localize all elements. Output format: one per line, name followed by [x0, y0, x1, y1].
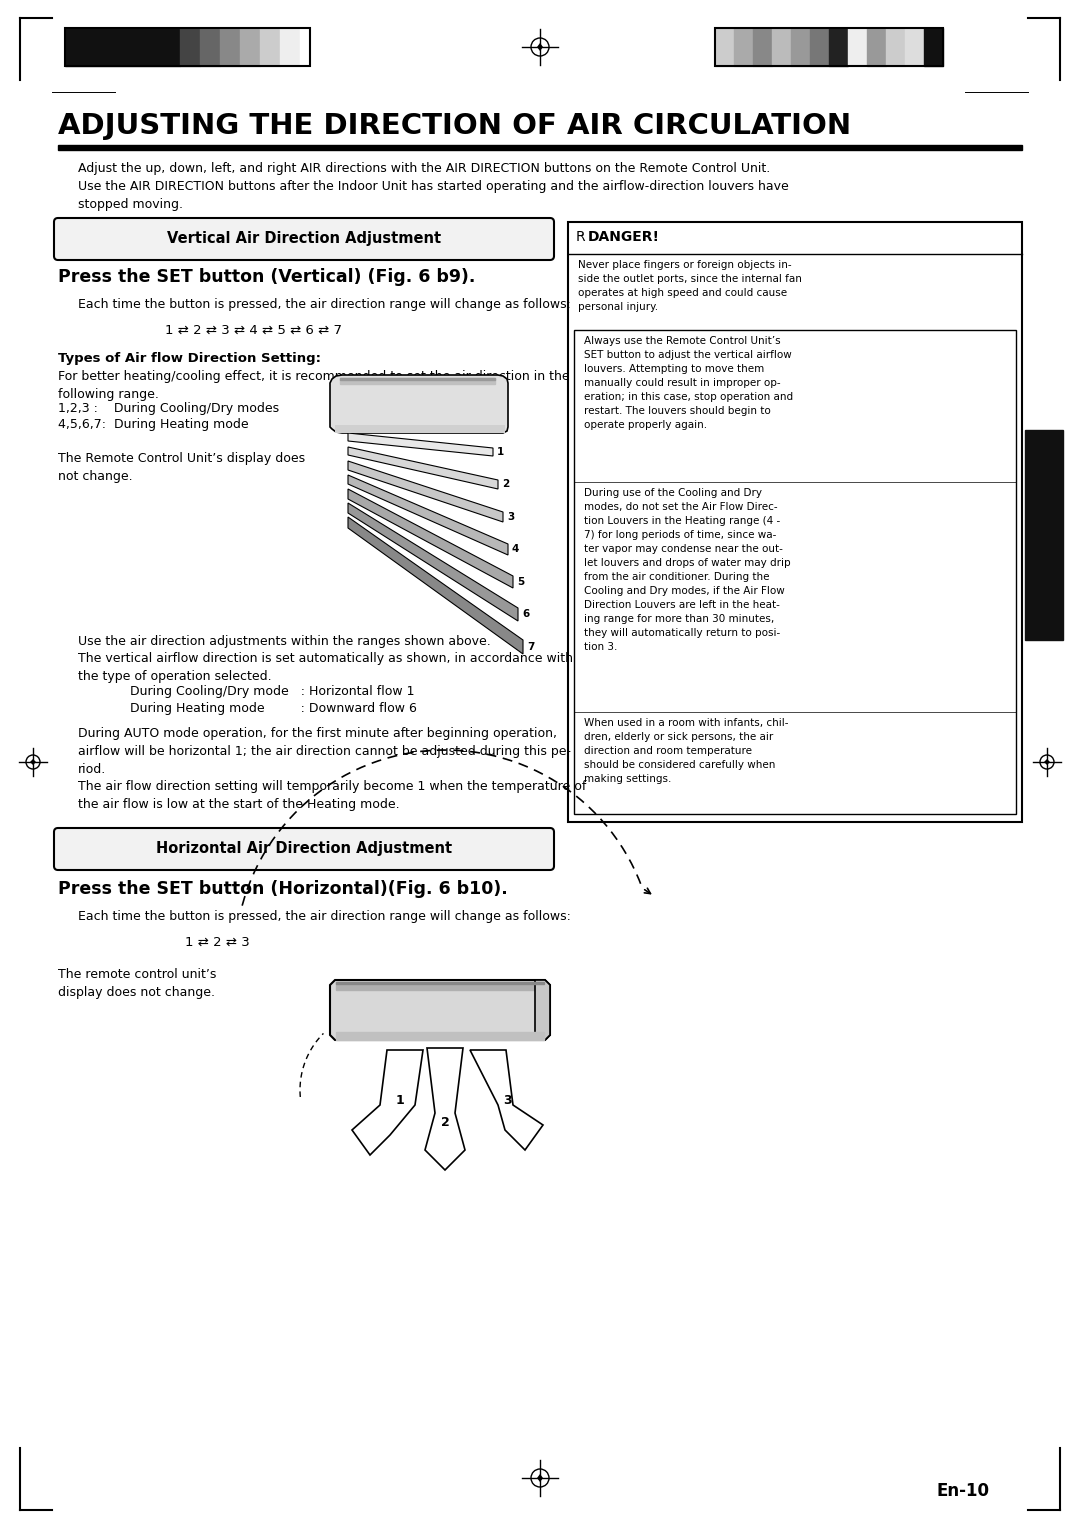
Text: Horizontal Air Direction Adjustment: Horizontal Air Direction Adjustment: [156, 842, 453, 857]
Bar: [715, 28, 943, 66]
Bar: [340, 377, 495, 384]
Bar: [200, 28, 220, 66]
Bar: [220, 28, 240, 66]
Bar: [791, 28, 810, 66]
Bar: [336, 1031, 544, 1041]
Polygon shape: [1044, 759, 1050, 766]
Text: 7: 7: [527, 642, 535, 652]
Text: 1 ⇄ 2 ⇄ 3: 1 ⇄ 2 ⇄ 3: [185, 937, 249, 949]
Polygon shape: [537, 43, 543, 50]
Bar: [240, 28, 260, 66]
FancyBboxPatch shape: [54, 219, 554, 260]
Text: Press the SET button (Vertical) (Fig. 6 b9).: Press the SET button (Vertical) (Fig. 6 …: [58, 267, 475, 286]
Bar: [180, 28, 200, 66]
Polygon shape: [470, 1050, 543, 1151]
Text: R: R: [576, 231, 585, 244]
Text: 4: 4: [512, 544, 519, 555]
Text: 1: 1: [395, 1094, 404, 1106]
Polygon shape: [330, 374, 508, 432]
Bar: [300, 28, 310, 66]
Bar: [905, 28, 924, 66]
Text: The remote control unit’s
display does not change.: The remote control unit’s display does n…: [58, 969, 216, 999]
Polygon shape: [348, 503, 518, 620]
Polygon shape: [426, 1048, 465, 1170]
Bar: [886, 28, 905, 66]
Text: 1 ⇄ 2 ⇄ 3 ⇄ 4 ⇄ 5 ⇄ 6 ⇄ 7: 1 ⇄ 2 ⇄ 3 ⇄ 4 ⇄ 5 ⇄ 6 ⇄ 7: [165, 324, 342, 338]
Text: The air flow direction setting will temporarily become 1 when the temperature of: The air flow direction setting will temp…: [78, 779, 586, 811]
Bar: [772, 28, 791, 66]
Bar: [848, 28, 867, 66]
Polygon shape: [348, 475, 508, 555]
Text: During use of the Cooling and Dry
modes, do not set the Air Flow Direc-
tion Lou: During use of the Cooling and Dry modes,…: [584, 487, 791, 652]
Text: 3: 3: [503, 1094, 512, 1106]
Text: The vertical airflow direction is set automatically as shown, in accordance with: The vertical airflow direction is set au…: [78, 652, 573, 683]
Bar: [335, 425, 505, 432]
FancyBboxPatch shape: [54, 828, 554, 869]
Polygon shape: [348, 489, 513, 588]
Bar: [336, 983, 544, 984]
Bar: [924, 28, 943, 66]
Bar: [829, 28, 848, 66]
Text: En-10: En-10: [937, 1482, 990, 1500]
Text: ADJUSTING THE DIRECTION OF AIR CIRCULATION: ADJUSTING THE DIRECTION OF AIR CIRCULATI…: [58, 112, 851, 141]
Bar: [280, 28, 300, 66]
Text: The Remote Control Unit’s display does
not change.: The Remote Control Unit’s display does n…: [58, 452, 306, 483]
Text: 2: 2: [502, 478, 510, 489]
Bar: [65, 28, 310, 66]
Polygon shape: [348, 516, 523, 654]
Text: DANGER!: DANGER!: [588, 231, 660, 244]
Text: 2: 2: [441, 1117, 449, 1129]
Text: During Heating mode         : Downward flow 6: During Heating mode : Downward flow 6: [130, 701, 417, 715]
Bar: [58, 145, 1022, 150]
Bar: [336, 983, 544, 990]
Bar: [715, 28, 734, 66]
Text: 3: 3: [507, 512, 514, 523]
Bar: [810, 28, 829, 66]
Text: Always use the Remote Control Unit’s
SET button to adjust the vertical airflow
l: Always use the Remote Control Unit’s SET…: [584, 336, 793, 429]
Text: Each time the button is pressed, the air direction range will change as follows:: Each time the button is pressed, the air…: [78, 911, 571, 923]
Bar: [260, 28, 280, 66]
Polygon shape: [30, 759, 36, 766]
Text: 6: 6: [522, 610, 529, 619]
Text: When used in a room with infants, chil-
dren, elderly or sick persons, the air
d: When used in a room with infants, chil- …: [584, 718, 788, 784]
Bar: [573, 330, 1016, 814]
Text: For better heating/cooling effect, it is recommended to set the air direction in: For better heating/cooling effect, it is…: [58, 370, 569, 400]
Polygon shape: [535, 979, 550, 1041]
Bar: [867, 28, 886, 66]
Polygon shape: [348, 461, 503, 523]
Polygon shape: [348, 448, 498, 489]
Bar: [340, 377, 495, 380]
Text: 5: 5: [517, 578, 524, 587]
Polygon shape: [330, 979, 550, 1041]
Text: Vertical Air Direction Adjustment: Vertical Air Direction Adjustment: [167, 232, 441, 246]
Bar: [65, 28, 180, 66]
Text: 1: 1: [497, 448, 504, 457]
Bar: [568, 222, 1022, 822]
Text: Adjust the up, down, left, and right AIR directions with the AIR DIRECTION butto: Adjust the up, down, left, and right AIR…: [78, 162, 788, 211]
Text: During AUTO mode operation, for the first minute after beginning operation,
airf: During AUTO mode operation, for the firs…: [78, 727, 571, 776]
Text: Each time the button is pressed, the air direction range will change as follows:: Each time the button is pressed, the air…: [78, 298, 571, 312]
Bar: [734, 28, 753, 66]
Bar: [753, 28, 772, 66]
Bar: [1025, 429, 1063, 640]
Text: 4,5,6,7:  During Heating mode: 4,5,6,7: During Heating mode: [58, 419, 248, 431]
Polygon shape: [537, 1475, 543, 1482]
Text: 1,2,3 :    During Cooling/Dry modes: 1,2,3 : During Cooling/Dry modes: [58, 402, 279, 416]
Text: Use the air direction adjustments within the ranges shown above.: Use the air direction adjustments within…: [78, 636, 490, 648]
Polygon shape: [352, 1050, 423, 1155]
Polygon shape: [348, 432, 492, 455]
Text: Press the SET button (Horizontal)(Fig. 6 b10).: Press the SET button (Horizontal)(Fig. 6…: [58, 880, 508, 898]
Text: Never place fingers or foreign objects in-
side the outlet ports, since the inte: Never place fingers or foreign objects i…: [578, 260, 801, 312]
Text: Types of Air flow Direction Setting:: Types of Air flow Direction Setting:: [58, 351, 321, 365]
Text: During Cooling/Dry mode   : Horizontal flow 1: During Cooling/Dry mode : Horizontal flo…: [130, 685, 415, 698]
